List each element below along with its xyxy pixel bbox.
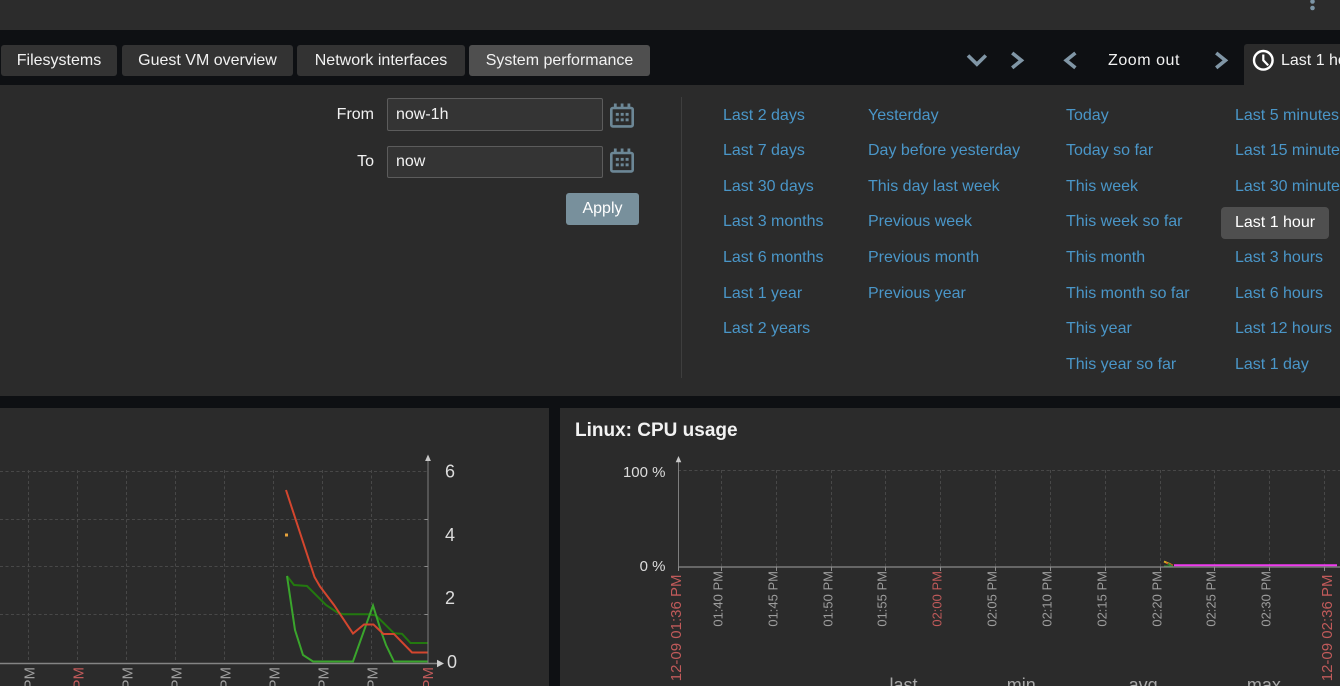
svg-text:12-09 02:36 PM: 12-09 02:36 PM (1319, 575, 1336, 682)
svg-text:02:20 PM: 02:20 PM (267, 667, 284, 686)
svg-text:02:20 PM: 02:20 PM (1150, 571, 1165, 627)
svg-text:avg: avg (1129, 675, 1158, 686)
svg-text:01:55 PM: 01:55 PM (22, 667, 39, 686)
svg-text:01:50 PM: 01:50 PM (821, 571, 836, 627)
svg-text:max: max (1247, 675, 1281, 686)
svg-text:12-09 01:36 PM: 12-09 01:36 PM (668, 575, 685, 682)
svg-text:02:00 PM: 02:00 PM (930, 571, 945, 627)
svg-text:02:15 PM: 02:15 PM (1095, 571, 1110, 627)
svg-text:min: min (1007, 675, 1036, 686)
svg-text:01:45 PM: 01:45 PM (766, 571, 781, 627)
svg-text:02:05 PM: 02:05 PM (985, 571, 1000, 627)
svg-text:02:10 PM: 02:10 PM (1040, 571, 1055, 627)
svg-text:02:10 PM: 02:10 PM (169, 667, 186, 686)
svg-text:0: 0 (447, 652, 457, 672)
svg-text:last: last (890, 675, 918, 686)
svg-text:01:55 PM: 01:55 PM (875, 571, 890, 627)
svg-text:02:30 PM: 02:30 PM (365, 667, 382, 686)
svg-text:2: 2 (445, 588, 455, 608)
svg-text:0 %: 0 % (640, 558, 666, 575)
svg-text:02:15 PM: 02:15 PM (218, 667, 235, 686)
svg-text:02:30 PM: 02:30 PM (1259, 571, 1274, 627)
svg-text:01:40 PM: 01:40 PM (711, 571, 726, 627)
svg-text:6: 6 (445, 462, 455, 482)
svg-text:Linux: CPU usage: Linux: CPU usage (575, 420, 738, 441)
svg-text:02:25 PM: 02:25 PM (1204, 571, 1219, 627)
svg-text:02:25 PM: 02:25 PM (316, 667, 333, 686)
svg-text:02:05 PM: 02:05 PM (120, 667, 137, 686)
svg-text:100 %: 100 % (623, 464, 666, 481)
svg-text:4: 4 (445, 525, 455, 545)
svg-text:12-09 02:36 PM: 12-09 02:36 PM (420, 667, 437, 686)
svg-text:02:00 PM: 02:00 PM (71, 667, 88, 686)
